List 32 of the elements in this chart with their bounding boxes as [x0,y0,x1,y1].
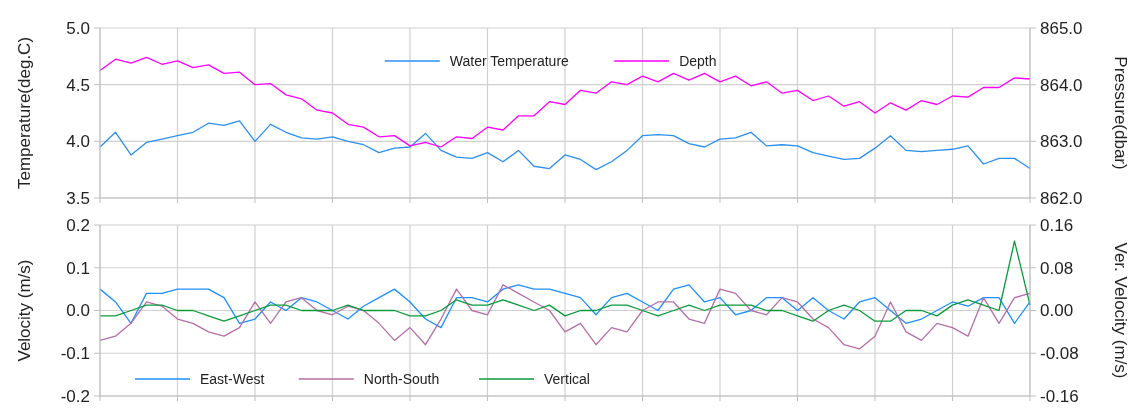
line-series [99,120,1031,171]
y2-tick-label: 864.0 [1040,75,1083,95]
y-tick-label: 4.5 [66,75,90,95]
y-axis-title: Velocity (m/s) [15,259,34,362]
y2-tick-label: 0.08 [1040,258,1074,278]
legend-label: Vertical [544,370,590,387]
legend-label: Water Temperature [449,52,570,69]
y-tick-label: 0.0 [66,301,90,321]
legend-label: North-South [363,370,440,387]
y2-tick-label: 862.0 [1040,188,1083,208]
y-tick-label: 4.0 [66,132,90,152]
y2-tick-label: -0.16 [1040,386,1079,406]
y-tick-label: -0.1 [60,344,90,364]
y-tick-label: 5.0 [66,18,90,38]
legend-label: East-West [200,370,265,387]
y2-tick-label: -0.08 [1040,344,1079,364]
line-series [99,240,1031,322]
y2-axis-title: Ver. Velocity (m/s) [1111,242,1130,379]
y-axis-title: Temperature(deg.C) [15,36,34,190]
line-series [99,56,1031,148]
y-tick-label: 0.2 [66,215,90,235]
y2-tick-label: 863.0 [1040,132,1083,152]
y2-tick-label: 865.0 [1040,18,1083,38]
y-tick-label: 0.1 [66,258,90,278]
y2-tick-label: 0.16 [1040,215,1074,235]
y-tick-label: -0.2 [60,386,90,406]
y2-tick-label: 0.00 [1040,301,1074,321]
line-series [99,284,1031,350]
y-tick-label: 3.5 [66,188,90,208]
line-series [99,284,1031,329]
legend-label: Depth [679,52,717,69]
y2-axis-title: Pressure(dbar) [1111,56,1130,170]
